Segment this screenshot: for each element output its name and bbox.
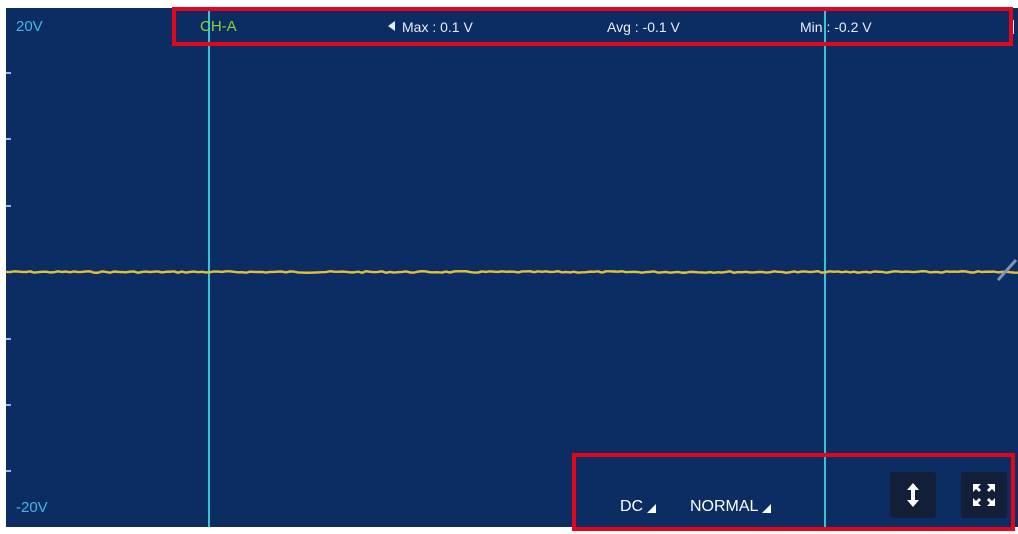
coupling-select[interactable]: DC — [620, 498, 657, 516]
vertical-adjust-button[interactable] — [890, 472, 936, 518]
fullscreen-icon — [973, 484, 995, 506]
vertical-arrows-icon — [907, 483, 919, 507]
scale-tick — [6, 138, 11, 140]
channel-label[interactable]: CH-A — [200, 18, 237, 35]
dropdown-corner-icon — [647, 504, 657, 513]
stat-min: Min : -0.2 V — [800, 19, 872, 35]
scale-min-label: -20V — [16, 499, 48, 516]
triangle-left-icon[interactable] — [388, 21, 395, 31]
trace-offset-handle[interactable] — [996, 254, 1018, 284]
scale-tick — [6, 470, 11, 472]
time-cursor-1[interactable] — [208, 8, 210, 527]
scale-max-label: 20V — [16, 18, 43, 35]
measurement-bar: CH-A Max : 0.1 V Avg : -0.1 V Min : -0.2… — [6, 8, 1018, 48]
fullscreen-button[interactable] — [961, 472, 1007, 518]
trigger-mode-value: NORMAL — [690, 498, 759, 515]
stat-max: Max : 0.1 V — [402, 19, 473, 35]
signal-trace — [6, 270, 1018, 274]
dropdown-corner-icon — [762, 504, 772, 513]
stats-next-indicator[interactable] — [1011, 20, 1014, 34]
scale-tick — [6, 338, 11, 340]
scale-tick — [6, 72, 11, 74]
oscilloscope-screen[interactable]: 20V -20V CH-A Max : 0.1 V Avg : -0.1 V M… — [6, 8, 1018, 527]
trigger-mode-select[interactable]: NORMAL — [690, 498, 772, 516]
stat-avg: Avg : -0.1 V — [607, 19, 680, 35]
scale-tick — [6, 205, 11, 207]
time-cursor-2[interactable] — [824, 8, 826, 527]
coupling-value: DC — [620, 498, 644, 515]
scale-tick — [6, 404, 11, 406]
